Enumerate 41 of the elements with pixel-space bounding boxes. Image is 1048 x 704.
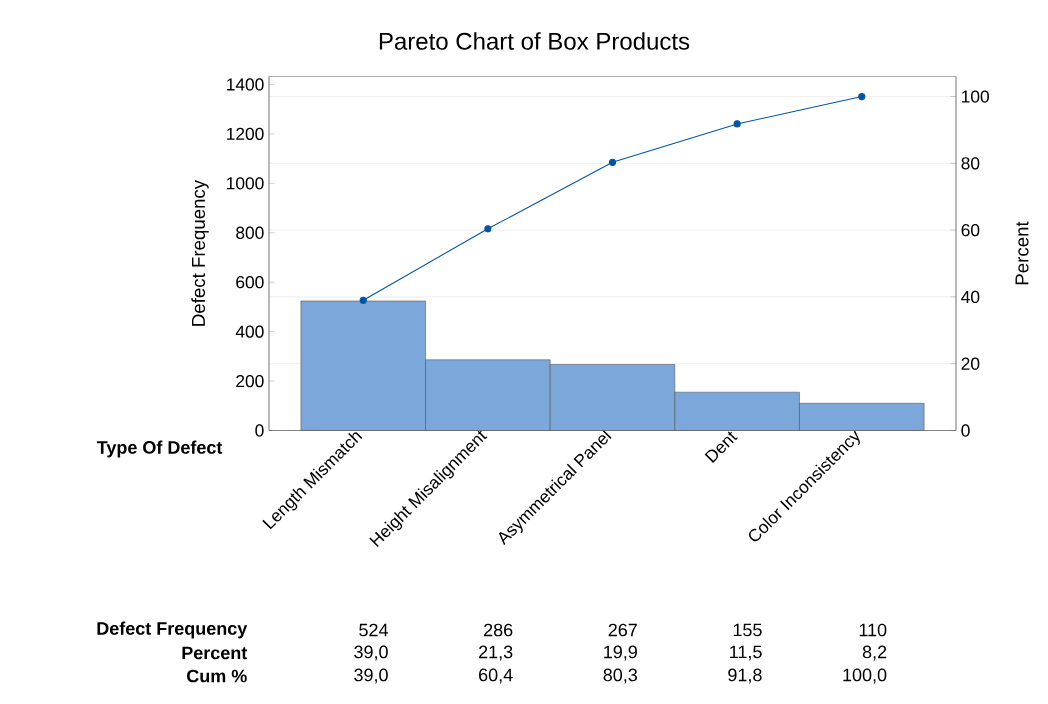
x-axis-title: Type Of Defect [96, 440, 223, 458]
y-tick-label: 1400 [227, 78, 264, 91]
chart-title: Pareto Chart of Box Products [379, 32, 690, 50]
y-tick-label: 400 [235, 325, 264, 338]
y-tick-label: 0 [255, 424, 264, 437]
data-label: 286 [484, 623, 513, 637]
data-label: 80,3 [603, 668, 638, 684]
text: 11,5 [730, 645, 762, 661]
point [484, 225, 492, 233]
y-tick-label: 800 [236, 226, 264, 239]
point [359, 296, 367, 304]
point [608, 158, 617, 166]
point [858, 92, 866, 101]
data-label: 267 [608, 623, 637, 637]
text: Percent [182, 646, 248, 660]
y2-tick-label: 20 [961, 357, 980, 370]
y2-tick-label: 100 [962, 90, 989, 103]
y-tick-label: 1000 [227, 177, 264, 190]
y2-tick-label: 60 [961, 223, 980, 237]
text: 8,2 [862, 645, 887, 661]
point [733, 120, 741, 128]
y2-tick-label: 0 [961, 424, 970, 437]
y2-tick-label: 40 [961, 290, 980, 304]
data-label: 110 [859, 623, 887, 637]
text: 21,3 [479, 645, 513, 661]
y-tick-label: 1200 [227, 127, 264, 140]
text: Cum % [187, 669, 247, 683]
text: 39,0 [354, 645, 388, 661]
text: Defect Frequency [97, 621, 248, 639]
data-label: 39,0 [354, 668, 388, 684]
data-label: 155 [733, 623, 762, 637]
data-label: 524 [359, 623, 388, 637]
y-tick-label: 600 [236, 276, 264, 289]
text: 19,9 [604, 645, 637, 661]
data-label: 60,4 [479, 668, 513, 684]
data-label: 91,8 [728, 668, 762, 684]
y2-tick-label: 80 [961, 157, 980, 170]
data-label: 100,0 [843, 668, 887, 684]
y-axis-title: Defect Frequency [191, 179, 209, 326]
y2-axis-title: Percent [1015, 221, 1029, 285]
y-tick-label: 200 [236, 374, 264, 388]
